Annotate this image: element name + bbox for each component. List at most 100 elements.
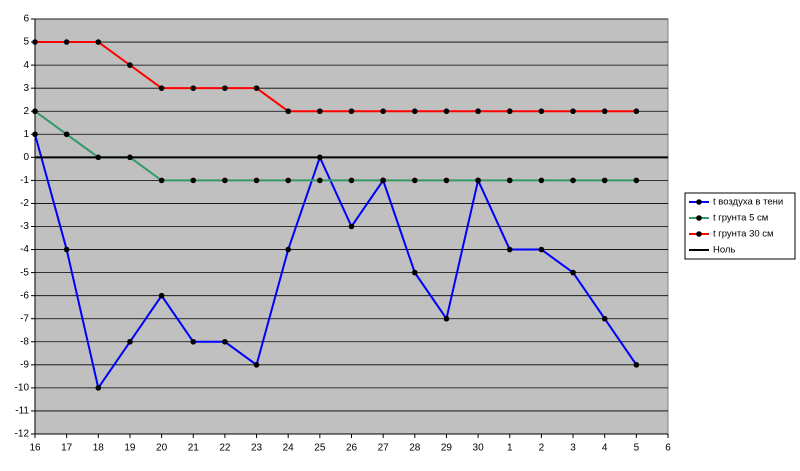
marker <box>317 108 323 115</box>
x-tick-label: 17 <box>61 443 73 454</box>
legend-label: t воздуха в тени <box>713 197 783 208</box>
x-tick-label: 16 <box>29 443 41 454</box>
marker <box>32 39 38 45</box>
marker <box>412 269 418 276</box>
x-tick-label: 6 <box>665 443 671 454</box>
legend-label: Ноль <box>713 245 735 256</box>
marker <box>222 85 228 91</box>
y-tick-label: -4 <box>20 244 29 255</box>
legend-box <box>684 192 796 260</box>
marker <box>32 131 38 138</box>
marker <box>95 385 102 391</box>
marker <box>127 338 133 345</box>
y-tick-label: -8 <box>20 336 29 347</box>
marker <box>190 338 197 345</box>
x-tick-label: 26 <box>346 443 358 454</box>
marker <box>601 315 608 322</box>
y-tick-label: 0 <box>23 152 29 163</box>
y-tick-label: -9 <box>20 359 29 370</box>
y-tick-label: -10 <box>15 383 30 394</box>
y-tick-label: -5 <box>20 267 29 278</box>
x-tick-label: 25 <box>314 443 326 454</box>
marker <box>570 108 576 115</box>
marker <box>412 177 418 184</box>
x-tick-label: 18 <box>93 443 105 454</box>
marker <box>538 177 545 184</box>
series-line <box>35 41 637 113</box>
legend-label: t грунта 30 см <box>713 229 774 240</box>
marker <box>443 177 450 184</box>
marker <box>348 223 355 230</box>
marker <box>348 108 355 115</box>
x-tick-label: 19 <box>124 443 136 454</box>
marker <box>506 246 513 253</box>
marker <box>633 177 640 184</box>
marker <box>570 269 576 276</box>
x-tick-label: 4 <box>602 443 608 454</box>
marker <box>443 108 450 115</box>
y-tick-label: 2 <box>23 106 29 117</box>
x-tick-label: 1 <box>507 443 513 454</box>
legend-label: t грунта 5 см <box>713 213 768 224</box>
marker <box>475 177 481 184</box>
y-tick-label: -7 <box>20 313 29 324</box>
marker <box>222 338 228 345</box>
x-tick-label: 24 <box>283 443 295 454</box>
y-tick-label: -11 <box>15 406 29 417</box>
marker <box>601 177 608 184</box>
x-tick-label: 5 <box>634 443 640 454</box>
legend-marker <box>696 199 702 205</box>
x-tick-label: 30 <box>473 443 485 454</box>
x-tick-label: 3 <box>570 443 576 454</box>
x-tick-label: 27 <box>378 443 390 454</box>
marker <box>380 177 386 184</box>
marker <box>63 246 70 253</box>
marker <box>190 177 197 184</box>
marker <box>127 62 133 68</box>
marker <box>253 177 260 184</box>
marker <box>158 85 165 91</box>
marker <box>285 246 292 253</box>
x-tick-label: 23 <box>251 443 263 454</box>
x-tick-label: 28 <box>409 443 421 454</box>
x-tick-label: 20 <box>156 443 168 454</box>
marker <box>633 108 640 115</box>
marker <box>63 39 70 45</box>
y-tick-label: 4 <box>23 60 29 71</box>
y-tick-label: -2 <box>20 198 29 209</box>
y-tick-label: 3 <box>23 83 29 94</box>
x-tick-label: 22 <box>219 443 231 454</box>
y-tick-label: -6 <box>20 290 29 301</box>
marker <box>633 362 640 368</box>
marker <box>32 108 38 115</box>
marker <box>475 108 481 115</box>
y-tick-label: 6 <box>23 14 29 25</box>
marker <box>285 108 292 115</box>
marker <box>253 362 260 368</box>
series-line <box>34 134 638 391</box>
legend-marker <box>696 215 702 221</box>
y-tick-label: -12 <box>15 429 30 440</box>
marker <box>380 108 386 115</box>
marker <box>412 108 418 115</box>
y-tick-label: -1 <box>20 175 29 186</box>
marker <box>190 85 197 91</box>
y-tick-label: 1 <box>23 129 29 140</box>
marker <box>348 177 355 184</box>
marker <box>222 177 228 184</box>
series-line <box>34 110 637 182</box>
x-tick-label: 21 <box>188 443 200 454</box>
marker <box>285 177 292 184</box>
x-tick-label: 29 <box>441 443 453 454</box>
marker <box>506 108 513 115</box>
y-tick-label: 5 <box>23 37 29 48</box>
marker <box>601 108 608 115</box>
marker <box>158 177 165 184</box>
x-tick-label: 2 <box>539 443 545 454</box>
y-tick-label: -3 <box>20 221 29 232</box>
marker <box>538 246 545 253</box>
marker <box>95 39 102 45</box>
marker <box>538 108 545 115</box>
marker <box>570 177 576 184</box>
